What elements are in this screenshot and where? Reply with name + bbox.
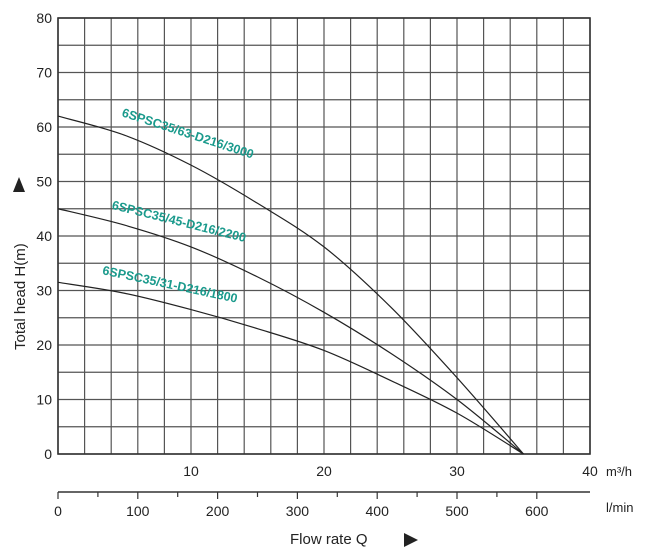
x-tick-label: 40 [582, 463, 598, 479]
x-unit-label: m³/h [606, 464, 632, 479]
secondary-x-tick-label: 300 [286, 503, 310, 519]
series-label-2: 6SPSC35/45-D216/2200 [110, 198, 247, 245]
secondary-x-unit-label: l/min [606, 500, 633, 515]
secondary-x-tick-label: 0 [54, 503, 62, 519]
x-axis-ticks: 10 20 30 40 [183, 463, 598, 479]
x-axis-arrow-icon [404, 533, 418, 547]
y-tick-label: 70 [36, 65, 52, 81]
y-tick-label: 50 [36, 174, 52, 190]
series-label-1: 6SPSC35/63-D216/3000 [120, 106, 255, 162]
y-tick-label: 80 [36, 10, 52, 26]
y-tick-label: 0 [44, 446, 52, 462]
secondary-x-tick-label: 600 [525, 503, 549, 519]
plot-frame [57, 17, 591, 455]
y-axis-ticks: 0 10 20 30 40 50 60 70 80 [36, 10, 52, 462]
y-tick-label: 60 [36, 119, 52, 135]
secondary-x-tick-label: 200 [206, 503, 230, 519]
secondary-x-tick-label: 400 [366, 503, 390, 519]
y-tick-label: 30 [36, 283, 52, 299]
y-axis-arrow-icon [13, 177, 25, 192]
x-tick-label: 20 [316, 463, 332, 479]
y-tick-label: 40 [36, 228, 52, 244]
y-tick-label: 20 [36, 337, 52, 353]
x-axis-title: Flow rate Q [290, 531, 368, 548]
secondary-x-tick-label: 100 [126, 503, 150, 519]
series-line-2 [57, 208, 524, 455]
x-tick-label: 30 [449, 463, 465, 479]
series-line-1 [57, 115, 524, 455]
chart-grid [57, 17, 591, 455]
series-line-3 [57, 281, 524, 455]
secondary-x-tick-label: 500 [445, 503, 469, 519]
secondary-x-axis: 0 100 200 300 400 500 600 [54, 491, 590, 519]
y-tick-label: 10 [36, 392, 52, 408]
y-axis-title: Total head H(m) [12, 243, 29, 350]
chart-curves [57, 115, 524, 455]
x-tick-label: 10 [183, 463, 199, 479]
